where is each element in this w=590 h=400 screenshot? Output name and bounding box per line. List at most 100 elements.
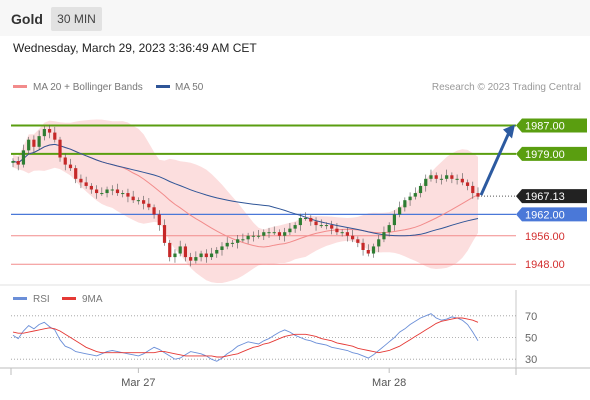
candle-body	[330, 225, 334, 229]
candle-body	[351, 235, 355, 240]
candle-body	[230, 242, 235, 244]
candle-body	[53, 132, 57, 140]
candle-body	[47, 129, 52, 133]
instrument-title: Gold	[11, 11, 43, 27]
candle-body	[94, 189, 99, 194]
legend-swatch-9ma	[62, 297, 76, 300]
candle	[147, 198, 151, 211]
candle	[209, 247, 214, 260]
candle	[460, 173, 464, 186]
candle-body	[37, 136, 41, 147]
candle	[236, 235, 240, 249]
candle-body	[283, 232, 287, 236]
rsi-legend: RSI 9MA	[13, 294, 103, 305]
level-label-text: 1948.00	[525, 259, 565, 271]
candle-body	[178, 246, 182, 254]
candle	[272, 226, 276, 236]
level-label-box	[516, 189, 587, 204]
legend-swatch-ma20	[13, 85, 27, 88]
candle	[439, 174, 444, 185]
candle	[309, 215, 313, 226]
candle-body	[110, 189, 114, 191]
header-bar: Gold 30 MIN	[0, 0, 590, 36]
candle-body	[168, 242, 172, 258]
candle	[11, 158, 15, 168]
candle-body	[79, 178, 83, 183]
candle-body	[84, 182, 88, 186]
candle-body	[387, 225, 391, 233]
candle-body	[434, 175, 438, 179]
candle	[152, 204, 156, 219]
candle	[445, 169, 449, 182]
candle	[403, 197, 407, 212]
level-label-last: 1967.13	[516, 189, 587, 204]
candle	[126, 188, 130, 203]
candle	[79, 174, 83, 189]
candle	[434, 172, 438, 184]
candle	[121, 190, 125, 198]
timeframe-button[interactable]: 30 MIN	[51, 7, 102, 31]
candle	[455, 174, 459, 185]
candle	[256, 230, 261, 239]
candle	[303, 212, 308, 221]
level-label-support: 1956.00	[525, 231, 565, 243]
level-label-text: 1967.13	[525, 191, 565, 203]
candle-body	[126, 193, 130, 197]
candle-body	[324, 225, 329, 227]
candle	[194, 251, 198, 264]
candle-body	[424, 178, 428, 186]
candle	[162, 219, 167, 246]
candle-body	[277, 232, 282, 236]
candle	[345, 227, 349, 242]
level-label-text: 1987.00	[525, 120, 565, 132]
candle	[340, 229, 344, 237]
candle	[47, 124, 52, 139]
candle-body	[27, 139, 31, 151]
candle	[168, 240, 172, 262]
candle	[424, 174, 428, 192]
candle	[366, 244, 370, 257]
candle	[100, 187, 104, 196]
candle	[429, 169, 433, 182]
candle	[351, 230, 355, 243]
candle-body	[189, 257, 193, 261]
candle-body	[398, 207, 402, 215]
candle	[319, 219, 323, 228]
candle	[398, 201, 402, 218]
candle	[199, 250, 203, 262]
x-tick-label: Mar 27	[121, 377, 155, 389]
candle-body	[345, 232, 349, 236]
candle-body	[309, 217, 313, 222]
candle	[27, 136, 31, 155]
candle	[131, 190, 135, 204]
candle-body	[471, 185, 475, 194]
candle-body	[215, 249, 219, 254]
candle-body	[115, 189, 120, 194]
candle-body	[303, 217, 308, 219]
candle	[277, 229, 282, 241]
candle	[293, 222, 297, 233]
candle-body	[246, 235, 250, 240]
candle	[63, 153, 67, 171]
candle	[115, 183, 120, 196]
candle	[89, 183, 93, 194]
candle	[382, 226, 386, 243]
legend-label-ma20: MA 20 + Bollinger Bands	[33, 82, 143, 93]
candle-body	[251, 235, 255, 237]
candle-body	[42, 129, 46, 137]
level-label-pivot: 1962.00	[516, 207, 587, 222]
candle-body	[220, 246, 224, 250]
candle-body	[377, 239, 381, 247]
candle	[450, 172, 454, 184]
candle-body	[204, 253, 208, 258]
candle	[288, 222, 292, 236]
candle-body	[298, 217, 302, 226]
candle	[157, 210, 161, 231]
candle	[465, 179, 470, 191]
candle-body	[241, 239, 245, 241]
candle-body	[455, 178, 459, 180]
candle-body	[236, 239, 240, 243]
candle	[408, 192, 412, 206]
candle-body	[16, 161, 20, 165]
candle	[136, 197, 140, 205]
